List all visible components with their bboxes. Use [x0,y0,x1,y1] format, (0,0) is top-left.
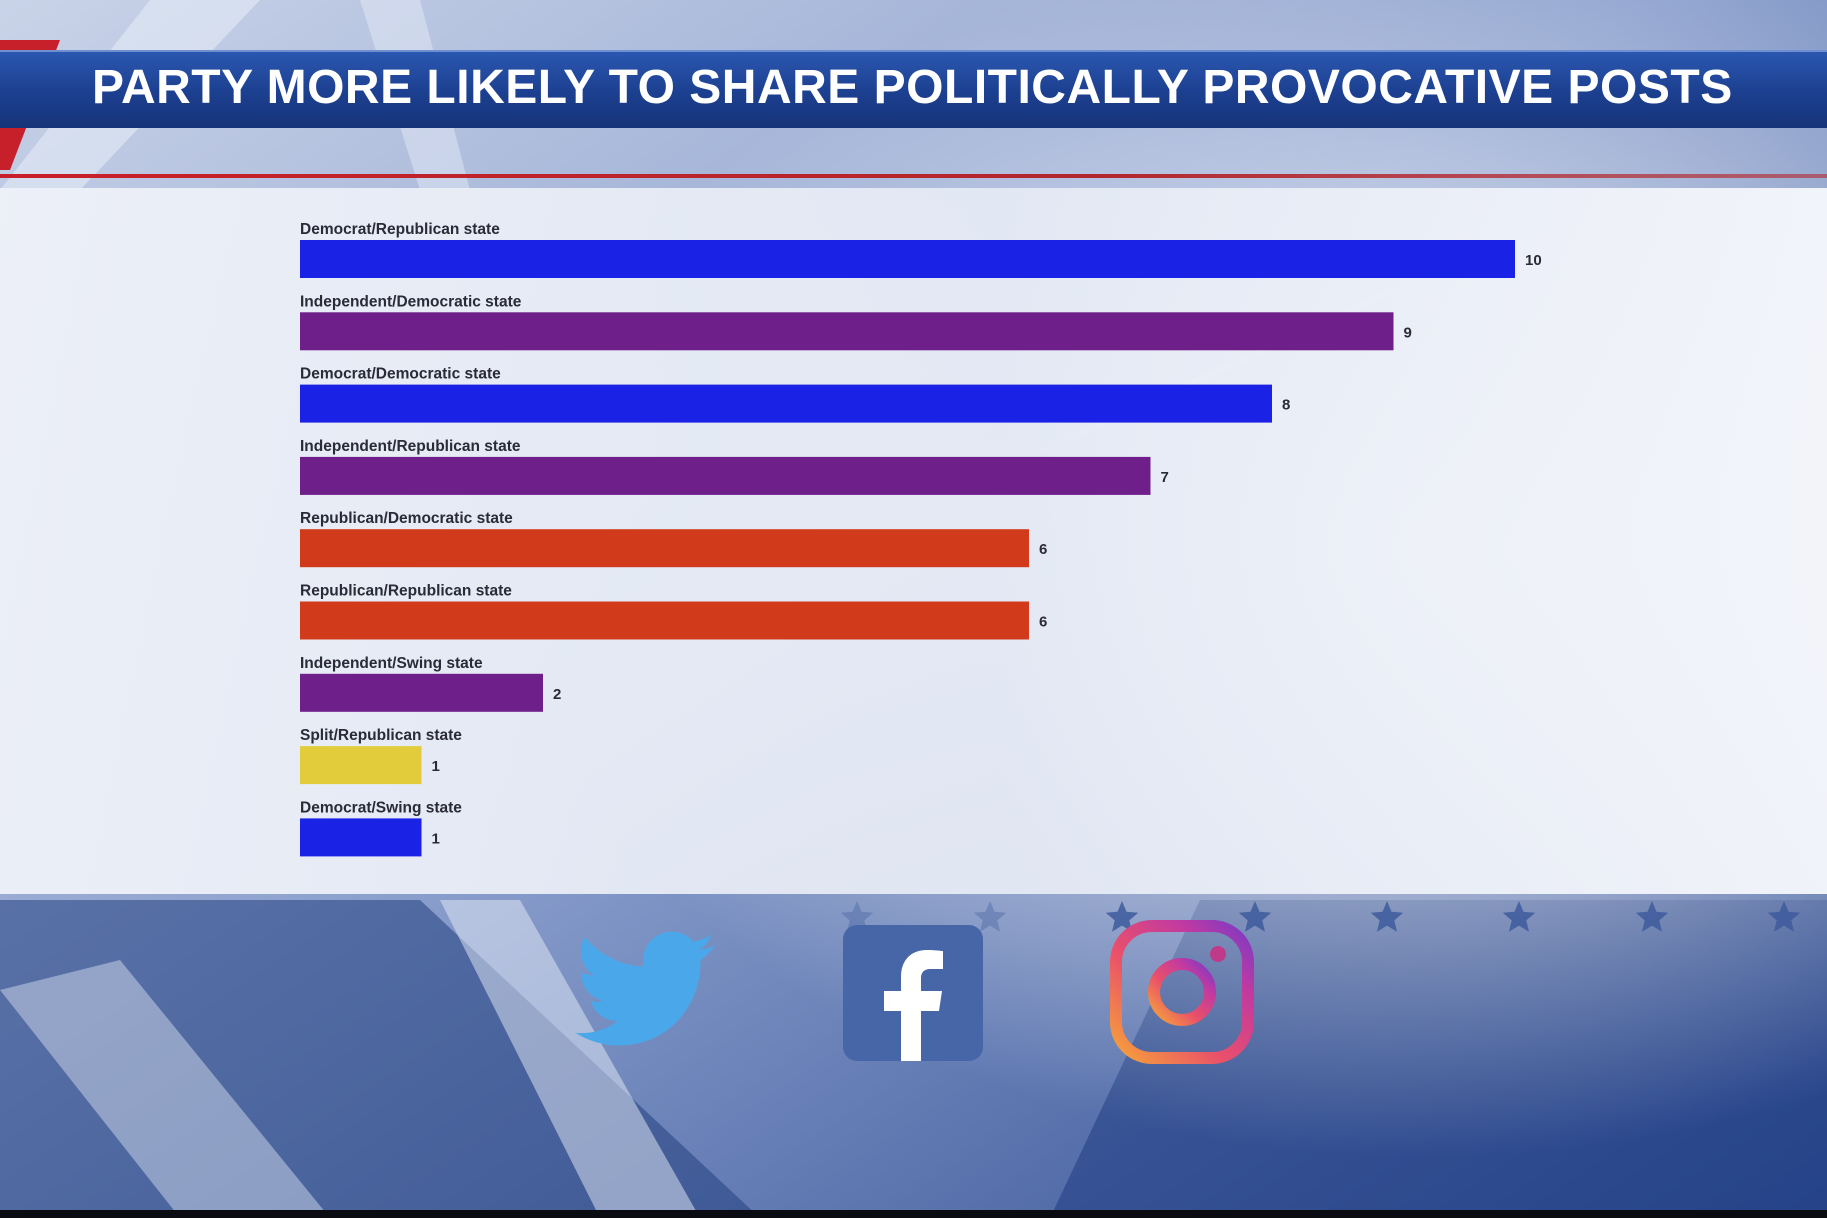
category-label: Split/Republican state [300,727,462,744]
bar [300,384,1272,423]
bar [300,818,422,857]
category-label: Republican/Republican state [300,583,512,600]
value-label: 9 [1404,324,1412,341]
bar [300,240,1515,278]
category-label: Democrat/Republican state [300,221,500,238]
banner-divider [0,174,1827,178]
value-label: 2 [553,686,561,703]
value-label: 6 [1039,614,1047,631]
category-label: Independent/Swing state [300,655,483,672]
bar [300,529,1029,568]
category-label: Republican/Democratic state [300,510,513,527]
chart-title: PARTY MORE LIKELY TO SHARE POLITICALLY P… [92,61,1733,114]
bar [300,746,422,785]
facebook-icon [843,925,983,1061]
bar [300,601,1029,640]
bar [300,312,1394,351]
twitter-icon [575,931,715,1046]
value-label: 7 [1161,469,1169,486]
title-banner: PARTY MORE LIKELY TO SHARE POLITICALLY P… [0,50,1827,128]
instagram-icon [1110,920,1254,1064]
bottom-strip [0,1210,1827,1218]
value-label: 6 [1039,541,1047,558]
value-label: 1 [432,758,440,775]
category-label: Independent/Democratic state [300,293,522,310]
bar [300,456,1151,495]
category-label: Democrat/Democratic state [300,366,501,383]
bar [300,673,543,712]
value-label: 10 [1525,252,1542,269]
category-label: Independent/Republican state [300,438,521,455]
category-label: Democrat/Swing state [300,799,462,816]
value-label: 1 [432,830,440,847]
value-label: 8 [1282,397,1290,414]
